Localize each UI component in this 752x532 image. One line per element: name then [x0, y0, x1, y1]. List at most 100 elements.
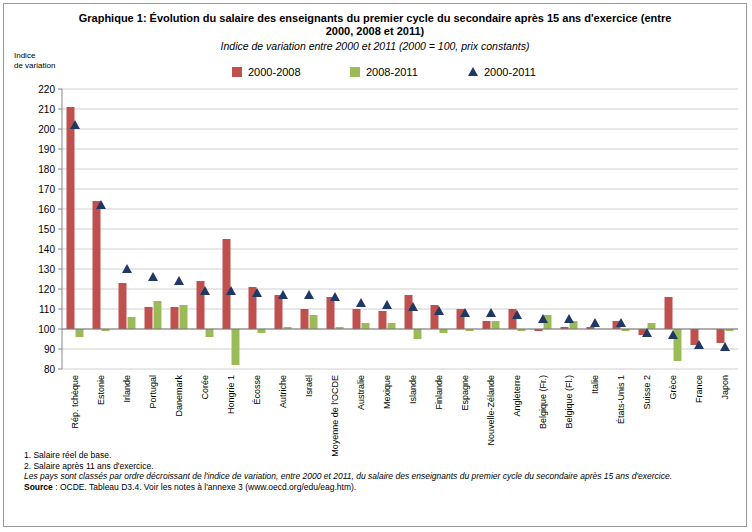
bar — [388, 323, 396, 329]
tick-label: 180 — [38, 164, 55, 175]
bar — [197, 281, 205, 329]
legend-swatch — [350, 67, 360, 77]
category-label: Écosse — [252, 375, 262, 405]
category-label: Australie — [356, 375, 366, 410]
category-label: Corée — [200, 375, 210, 400]
category-label: Moyenne de l'OCDE — [330, 375, 340, 457]
category-label: Autriche — [278, 375, 288, 408]
marker — [616, 318, 626, 327]
marker — [538, 314, 548, 323]
marker — [564, 314, 574, 323]
grid-line — [62, 269, 738, 270]
note-italic: Les pays sont classés par ordre décroiss… — [24, 471, 714, 482]
bar — [145, 307, 153, 329]
category-label: Rép. tchèque — [70, 375, 80, 429]
bar — [648, 323, 656, 329]
grid-line — [62, 369, 738, 370]
grid-line — [62, 209, 738, 210]
bar — [154, 301, 162, 329]
tick-mark — [58, 369, 62, 370]
marker — [434, 306, 444, 315]
tick-mark — [58, 89, 62, 90]
bar — [483, 321, 491, 329]
subtitle: Indice de variation entre 2000 et 2011 (… — [70, 40, 680, 52]
bar — [93, 201, 101, 329]
marker — [356, 298, 366, 307]
marker — [642, 328, 652, 337]
marker — [668, 330, 678, 339]
legend-label: 2000-2011 — [484, 66, 536, 78]
marker — [512, 310, 522, 319]
category-label: Danemark — [174, 375, 184, 417]
tick-mark — [58, 309, 62, 310]
y-axis — [62, 89, 63, 369]
marker — [408, 302, 418, 311]
marker — [122, 264, 132, 273]
marker — [148, 272, 158, 281]
tick-label: 120 — [38, 284, 55, 295]
bar — [171, 307, 179, 329]
grid-line — [62, 109, 738, 110]
bar — [180, 305, 188, 329]
category-label: Mexique — [382, 375, 392, 409]
legend-swatch — [468, 67, 478, 76]
category-label: États-Unis 1 — [616, 375, 626, 424]
frame — [3, 3, 747, 527]
bar — [362, 323, 370, 329]
bar — [379, 311, 387, 329]
marker — [226, 286, 236, 295]
category-label: Japon — [720, 375, 730, 400]
bar — [275, 295, 283, 329]
marker — [278, 290, 288, 299]
marker — [460, 308, 470, 317]
tick-mark — [58, 229, 62, 230]
grid-line — [62, 329, 738, 330]
marker — [330, 292, 340, 301]
bar — [414, 329, 422, 339]
bar — [691, 329, 699, 345]
category-label: Portugal — [148, 375, 158, 409]
tick-label: 140 — [38, 244, 55, 255]
bar — [258, 329, 266, 333]
tick-mark — [58, 249, 62, 250]
legend-label: 2000-2008 — [248, 66, 301, 78]
category-label: France — [694, 375, 704, 403]
bar — [232, 329, 240, 365]
source-label: Source — [24, 482, 53, 492]
baseline — [62, 329, 738, 330]
tick-label: 170 — [38, 184, 55, 195]
marker — [694, 340, 704, 349]
note: 1. Salaire réel de base. — [24, 450, 714, 461]
bar — [665, 297, 673, 329]
category-label: Suisse 2 — [642, 375, 652, 410]
bar — [119, 283, 127, 329]
tick-label: 220 — [38, 84, 55, 95]
category-label: Belgique (Fr.) — [538, 375, 548, 429]
grid-line — [62, 129, 738, 130]
chart: Indicede variation8090100110120130140150… — [0, 0, 752, 532]
title: Graphique 1: Évolution du salaire des en… — [70, 12, 680, 38]
marker — [174, 276, 184, 285]
legend-swatch — [232, 67, 242, 77]
bar — [223, 239, 231, 329]
grid-line — [62, 189, 738, 190]
marker — [96, 200, 106, 209]
bar — [310, 315, 318, 329]
marker — [382, 300, 392, 309]
grid-line — [62, 169, 738, 170]
category-label: Angleterre — [512, 375, 522, 417]
tick-mark — [58, 189, 62, 190]
grid-line — [62, 289, 738, 290]
tick-label: 90 — [44, 344, 56, 355]
grid-line — [62, 309, 738, 310]
category-label: Estonie — [96, 375, 106, 405]
tick-mark — [58, 109, 62, 110]
y-label-line: Indice — [14, 51, 36, 60]
tick-label: 190 — [38, 144, 55, 155]
category-label: Espagne — [460, 375, 470, 411]
marks — [67, 107, 734, 365]
tick-mark — [58, 289, 62, 290]
notes: 1. Salaire réel de base.2. Salaire après… — [24, 450, 714, 492]
markers — [70, 120, 730, 351]
y-axis-label: Indicede variation — [14, 51, 55, 70]
